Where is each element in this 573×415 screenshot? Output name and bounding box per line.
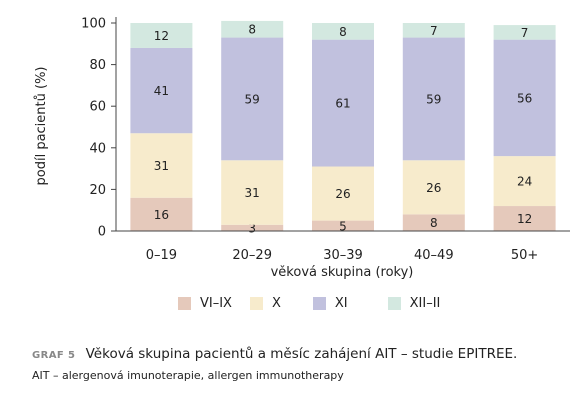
y-tick-label: 0 [98,225,106,240]
legend-swatch [387,297,401,310]
bar-segment [221,20,284,38]
bar-segment [493,39,556,157]
x-tick-label: 50+ [511,248,538,263]
figure-tag: GRAF 5 [32,350,76,361]
x-tick-label: 20–29 [232,248,272,263]
bar-segment [221,224,284,231]
bar-value-label: 31 [245,186,260,200]
legend-label: X [271,296,281,311]
bar-value-label: 31 [154,159,169,173]
legend-item: X [249,296,281,311]
bar-value-label: 26 [335,187,350,201]
legend-label: XII–II [409,296,441,311]
bar-value-label: 12 [517,212,532,226]
bar-value-label: 26 [426,181,441,195]
bar-value-label: 8 [339,25,347,39]
bar-value-label: 8 [430,216,438,230]
figure-title: Věková skupina pacientů a měsíc zahájení… [85,346,518,362]
bar-segment [312,23,374,40]
legend-swatch [178,297,191,310]
figure-note: AIT – alergenová imunoterapie, allergen … [32,369,344,382]
bar-segment [221,37,284,161]
bar-segment [493,156,556,207]
bar-segment [493,206,556,231]
bar-value-label: 7 [521,26,529,40]
bar-value-label: 59 [245,92,260,106]
y-tick-label: 40 [89,141,106,156]
y-axis-title: podíl pacientů (%) [34,67,49,186]
legend: VI–IX X XI XII–II [178,296,440,311]
bar-value-label: 5 [339,219,347,233]
bar-segment [130,197,193,231]
x-tick-label: 40–49 [414,248,454,263]
y-tick-label: 100 [81,17,106,32]
bar-segment [402,160,465,215]
bar-segment [312,166,374,221]
legend-label: XI [334,296,348,311]
bar-segment [312,39,374,167]
bar-segment [221,160,284,225]
y-tick-label: 60 [89,100,106,115]
bar-segment [493,25,556,40]
bars: 16 31 41 12 3 31 59 8 5 26 61 8 8 26 59 7 12 24 56 7 [130,20,556,235]
y-axis: 0 20 40 60 80 100 [81,17,117,240]
bar-segment [402,214,465,231]
figure-caption: GRAF 5 Věková skupina pacientů a měsíc z… [32,346,552,382]
legend-label: VI–IX [200,296,232,311]
bar-value-label: 12 [154,29,169,43]
x-tick-label: 0–19 [146,248,177,263]
bar-segment [402,23,465,38]
bar-value-label: 59 [426,92,441,106]
legend-swatch [249,297,263,310]
bar-value-label: 8 [248,23,256,37]
bar-segment [130,47,193,134]
x-axis: 0–19 20–29 30–39 40–49 50+ [116,230,570,263]
bar-value-label: 56 [517,91,532,105]
x-tick-label: 30–39 [323,248,363,263]
bar-value-label: 24 [517,175,532,189]
y-tick-label: 20 [89,183,106,198]
y-tick-label: 80 [89,58,106,73]
x-axis-title: věková skupina (roky) [271,265,414,280]
bar-value-label: 61 [335,97,350,111]
legend-item: XII–II [387,296,441,311]
bar-segment [312,220,374,231]
bar-value-label: 7 [430,24,438,38]
bar-segment [130,23,193,48]
bar-value-label: 41 [154,84,169,98]
bar-segment [402,37,465,161]
legend-item: VI–IX [178,296,232,311]
legend-swatch [312,297,326,310]
bar-value-label: 3 [248,221,256,235]
bar-segment [130,133,193,198]
legend-item: XI [312,296,348,311]
bar-value-label: 16 [154,208,169,222]
